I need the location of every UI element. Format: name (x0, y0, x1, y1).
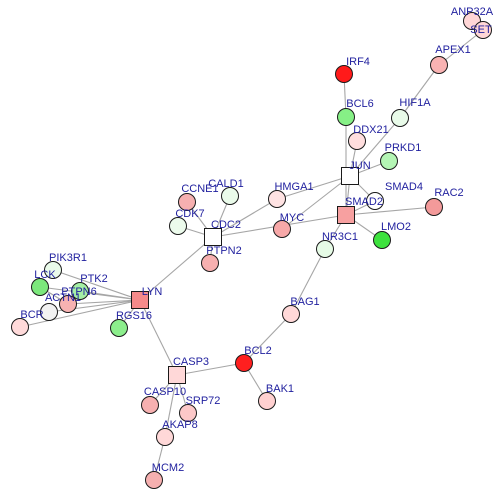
node-prkd1 (380, 152, 398, 170)
node-label-bcl6: BCL6 (346, 98, 374, 110)
node-lck (31, 278, 49, 296)
node-cdc2 (204, 228, 222, 246)
edge-nr3c1-bag1 (290, 248, 326, 315)
node-label-lck: LCK (34, 269, 56, 281)
edge-apex1-hif1a (399, 64, 440, 119)
node-label-srp72: SRP72 (186, 395, 221, 407)
node-label-smad4: SMAD4 (385, 181, 423, 193)
node-ptpn2 (201, 254, 219, 272)
node-label-cdc2: CDC2 (211, 219, 241, 231)
node-jun (341, 167, 359, 185)
edge-jun-hmga1 (276, 175, 351, 200)
edge-bcl2-casp3 (176, 362, 245, 376)
node-bag1 (282, 305, 300, 323)
node-hmga1 (268, 190, 286, 208)
node-label-akap8: AKAP8 (162, 419, 197, 431)
node-label-hmga1: HMGA1 (274, 181, 313, 193)
node-bcl2 (235, 354, 253, 372)
node-smad4 (366, 192, 384, 210)
node-irf4 (335, 65, 353, 83)
edge-hmga1-cdc2 (212, 198, 278, 238)
node-label-hif1a: HIF1A (399, 97, 431, 109)
edge-bag1-bcl2 (243, 313, 292, 364)
node-label-ccne1: CCNE1 (181, 183, 218, 195)
node-cdk7 (169, 217, 187, 235)
node-label-ptk2: PTK2 (80, 273, 108, 285)
node-label-prkd1: PRKD1 (385, 142, 422, 154)
node-label-smad2: SMAD2 (345, 196, 383, 208)
node-casp3 (168, 366, 186, 384)
node-label-bag1: BAG1 (290, 296, 319, 308)
node-label-myc: MYC (280, 212, 305, 224)
edge-apex1-set (438, 29, 484, 66)
node-rgs16 (110, 319, 128, 337)
node-label-nr3c1: NR3C1 (322, 231, 358, 243)
node-rac2 (425, 198, 443, 216)
edge-ptpn6-lyn (67, 299, 141, 305)
edge-hif1a-jun (349, 117, 401, 177)
node-label-rgs16: RGS16 (116, 310, 152, 322)
node-label-lmo2: LMO2 (381, 221, 411, 233)
node-label-actn1: ACTN1 (45, 292, 81, 304)
node-label-apex1: APEX1 (435, 44, 470, 56)
node-label-cdk7: CDK7 (175, 208, 204, 220)
node-casp10 (141, 396, 159, 414)
node-bcl6 (337, 108, 355, 126)
edge-bcr-lyn (19, 299, 141, 328)
edge-layer (19, 20, 484, 481)
edge-cdc2-lyn (139, 236, 214, 301)
node-label-pik3r1: PIK3R1 (49, 252, 87, 264)
edge-smad2-rac2 (345, 206, 435, 216)
node-ptpn6 (59, 295, 77, 313)
node-label-irf4: IRF4 (346, 56, 370, 68)
node-label-bak1: BAK1 (266, 383, 294, 395)
node-bak1 (258, 392, 276, 410)
node-ddx21 (348, 132, 366, 150)
label-layer: ANP32A SET IRF4 APEX1 HIF1A BCL6 DDX21 PRKD1 JUN… (20, 6, 493, 474)
node-label-ddx21: DDX21 (353, 124, 388, 136)
node-label-ptpn2: PTPN2 (206, 245, 241, 257)
node-hif1a (391, 109, 409, 127)
node-actn1 (40, 303, 58, 321)
node-set (474, 21, 492, 39)
node-lmo2 (373, 231, 391, 249)
node-label-bcr: BCR (20, 309, 43, 321)
edge-pik3r1-lyn (52, 269, 141, 301)
node-srp72 (179, 404, 197, 422)
node-label-lyn: LYN (142, 286, 163, 298)
node-ptk2 (71, 282, 89, 300)
node-label-ptpn6: PTPN6 (61, 286, 96, 298)
node-label-cald1: CALD1 (208, 178, 243, 190)
node-ccne1 (178, 193, 196, 211)
edge-lyn-casp3 (139, 299, 178, 376)
node-mcm2 (145, 471, 163, 489)
node-label-anp32a: ANP32A (451, 6, 493, 18)
node-label-bcl2: BCL2 (244, 345, 272, 357)
edge-ptk2-lyn (79, 290, 141, 301)
node-lyn (131, 291, 149, 309)
node-pik3r1 (44, 261, 62, 279)
node-cald1 (221, 187, 239, 205)
node-label-casp10: CASP10 (144, 386, 186, 398)
node-bcr (11, 318, 29, 336)
node-label-rac2: RAC2 (434, 187, 463, 199)
node-smad2 (337, 206, 355, 224)
node-label-mcm2: MCM2 (152, 462, 184, 474)
node-apex1 (430, 56, 448, 74)
node-layer (11, 12, 492, 489)
edge-casp3-akap8 (164, 374, 178, 438)
node-label-casp3: CASP3 (173, 356, 209, 368)
node-nr3c1 (316, 240, 334, 258)
node-label-jun: JUN (349, 160, 370, 172)
edge-jun-myc (281, 175, 351, 230)
node-label-set: SET (470, 24, 492, 36)
node-myc (273, 220, 291, 238)
node-akap8 (156, 428, 174, 446)
